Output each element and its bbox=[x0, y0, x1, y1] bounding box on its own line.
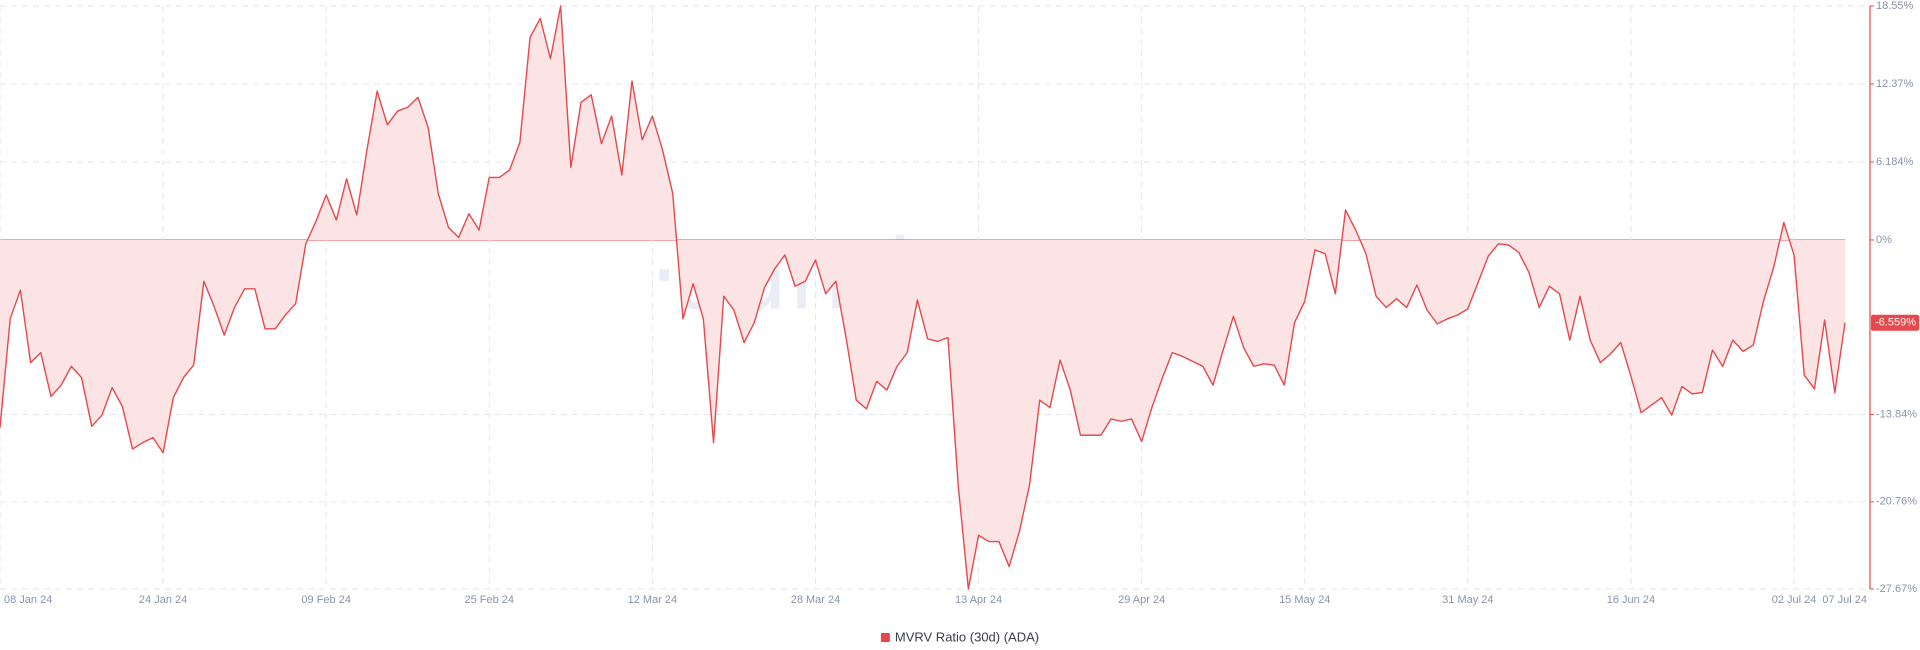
legend-label: MVRV Ratio (30d) (ADA) bbox=[895, 629, 1039, 644]
x-tick-label: 31 May 24 bbox=[1442, 594, 1493, 606]
x-tick-label: 28 Mar 24 bbox=[791, 594, 841, 606]
x-tick-label: 15 May 24 bbox=[1279, 594, 1330, 606]
area bbox=[0, 6, 1845, 589]
x-tick-label: 24 Jan 24 bbox=[139, 594, 187, 606]
x-tick-label: 07 Jul 24 bbox=[1822, 594, 1867, 606]
x-tick-label: 12 Mar 24 bbox=[628, 594, 678, 606]
legend-swatch bbox=[880, 633, 890, 642]
value-badge-label: -6.559% bbox=[1875, 317, 1916, 329]
y-tick-label: 18.55% bbox=[1876, 0, 1914, 12]
y-tick-label: 12.37% bbox=[1876, 78, 1914, 90]
x-tick-label: 16 Jun 24 bbox=[1607, 594, 1655, 606]
line bbox=[0, 5, 1846, 590]
x-tick-label: 09 Feb 24 bbox=[301, 594, 351, 606]
x-tick-label: 08 Jan 24 bbox=[4, 594, 52, 606]
y-tick-label: -13.84% bbox=[1876, 408, 1917, 420]
value-badge bbox=[1871, 314, 1919, 331]
x-tick-label: 29 Apr 24 bbox=[1118, 594, 1165, 606]
legend: MVRV Ratio (30d) (ADA) bbox=[880, 629, 1039, 644]
x-tick-label: 02 Jul 24 bbox=[1772, 594, 1817, 606]
x-tick-label: 13 Apr 24 bbox=[955, 594, 1002, 606]
y-tick-label: 6.184% bbox=[1876, 156, 1914, 168]
y-tick-label: -20.76% bbox=[1876, 496, 1917, 508]
y-tick-label: -27.67% bbox=[1876, 583, 1917, 595]
x-tick-label: 25 Feb 24 bbox=[465, 594, 515, 606]
y-tick-label: 0% bbox=[1876, 234, 1892, 246]
